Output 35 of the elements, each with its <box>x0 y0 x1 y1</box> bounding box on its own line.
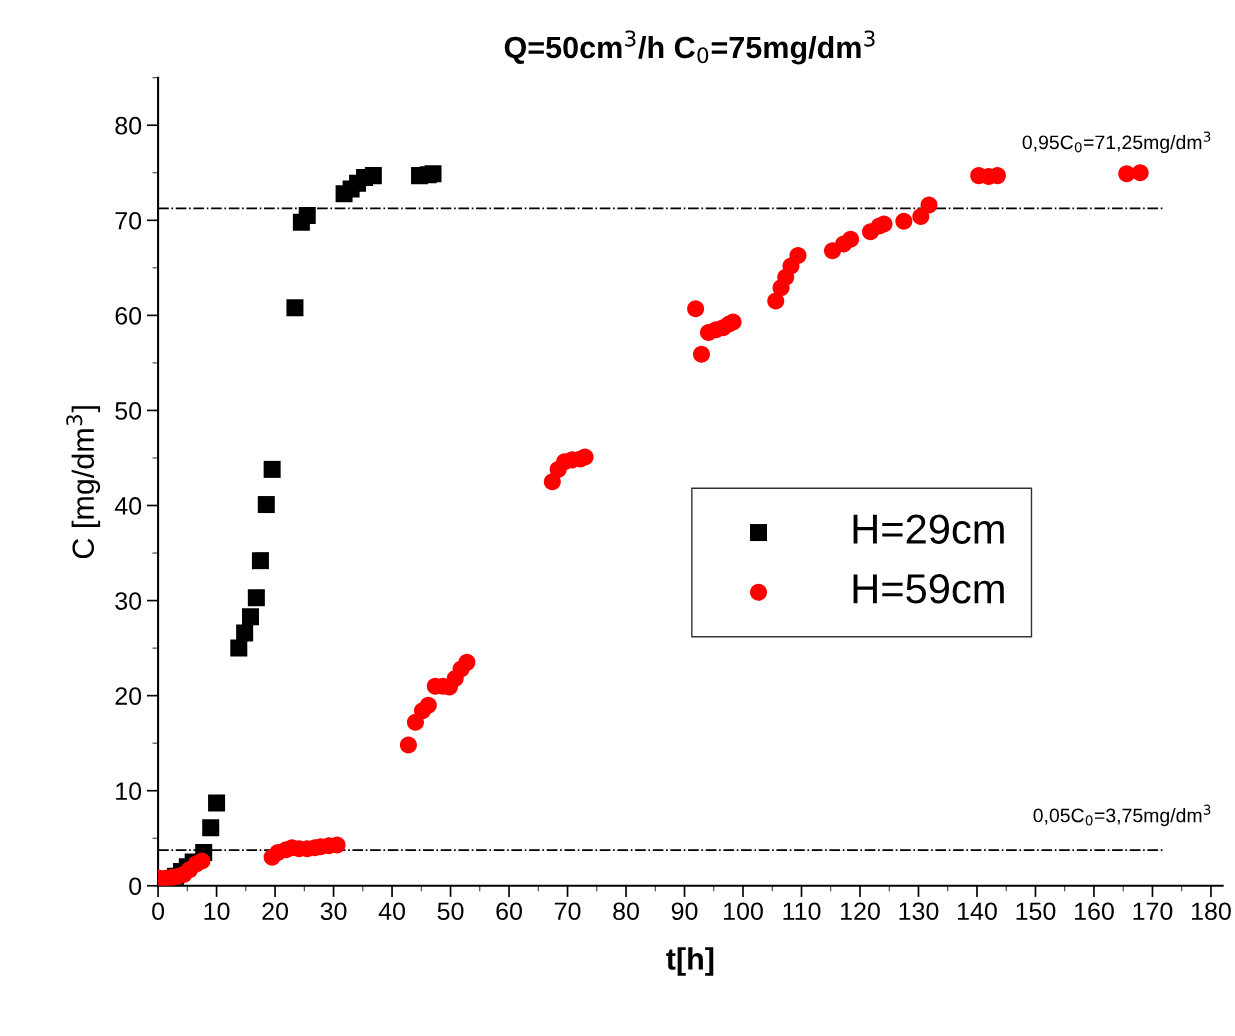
x-tick-label: 80 <box>613 902 639 921</box>
x-tick-label: 160 <box>1075 902 1114 921</box>
chart-title: Q=50cm$^{3}$/h C$_{0}$=75mg/dm$^{3}$ <box>504 30 875 65</box>
x-tick-label: 130 <box>899 902 939 921</box>
x-tick-label: 30 <box>320 902 347 921</box>
x-tick-label: 110 <box>783 902 821 921</box>
x-tick-label: 20 <box>262 902 288 921</box>
y-tick-label: 50 <box>115 402 142 420</box>
x-tick-label: 10 <box>204 902 230 921</box>
ref-line-label: 0,95C$_{0}$=71,25mg/dm$^{3}$ <box>1022 131 1211 154</box>
y-tick-label: 70 <box>115 211 142 230</box>
x-tick-label: 170 <box>1133 902 1173 921</box>
x-tick-label: 50 <box>437 902 464 921</box>
y-tick-label: 40 <box>114 497 142 515</box>
x-tick-label: 180 <box>1192 902 1231 921</box>
x-tick-label: 0 <box>152 902 165 921</box>
x-tick-label: 140 <box>958 902 997 921</box>
ref-line-label: 0,05C$_{0}$=3,75mg/dm$^{3}$ <box>1033 804 1211 827</box>
y-tick-label: 0 <box>129 877 142 896</box>
y-tick-label: 80 <box>115 116 142 135</box>
x-tick-label: 100 <box>724 902 763 921</box>
legend-label: H=59cm <box>853 574 1004 604</box>
x-tick-label: 90 <box>671 902 698 921</box>
x-tick-label: 60 <box>496 902 522 921</box>
x-tick-label: 40 <box>378 902 405 921</box>
legend-label: H=29cm <box>853 514 1004 544</box>
x-tick-label: 70 <box>554 902 581 921</box>
y-axis-title: C [mg/dm$^{3}$] <box>66 406 101 559</box>
x-tick-label: 120 <box>841 902 880 921</box>
x-tick-label: 150 <box>1016 902 1056 921</box>
y-tick-label: 20 <box>115 687 142 705</box>
x-axis-title: t[h] <box>666 947 714 976</box>
y-tick-label: 10 <box>116 782 142 801</box>
y-tick-label: 60 <box>115 306 142 325</box>
y-tick-label: 30 <box>115 592 142 610</box>
